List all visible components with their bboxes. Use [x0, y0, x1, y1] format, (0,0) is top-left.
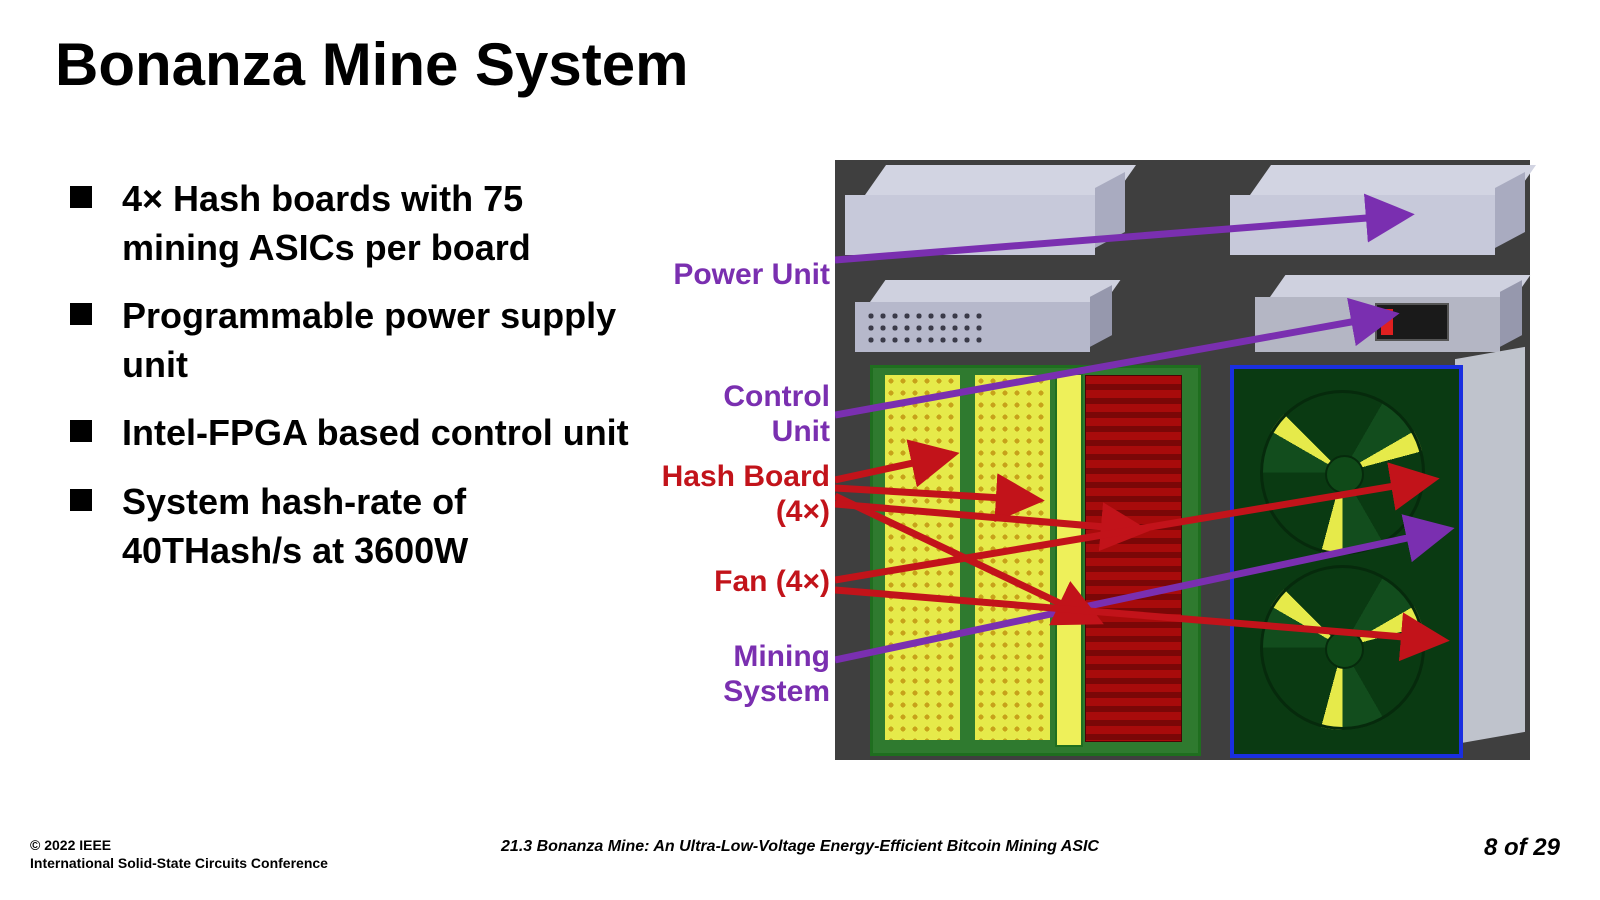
hash-board — [885, 375, 960, 740]
label-text: Fan (4×) — [714, 565, 830, 598]
label-text: Power Unit — [673, 258, 830, 291]
psu-vent-icon — [865, 310, 985, 344]
bullet-text: Programmable power supply unit — [122, 292, 630, 389]
bullet-icon — [70, 489, 92, 511]
bullet-text: System hash-rate of 40THash/s at 3600W — [122, 478, 630, 575]
control-display-icon — [1375, 303, 1449, 341]
bullet-list: 4× Hash boards with 75 mining ASICs per … — [70, 175, 630, 595]
label-text: Hash Board (4×) — [662, 460, 830, 528]
bullet-icon — [70, 303, 92, 325]
system-diagram — [835, 160, 1530, 760]
heatsink — [1085, 375, 1182, 742]
fan-hub-icon — [1325, 455, 1364, 494]
label-fan: Fan (4×) — [660, 565, 830, 600]
enclosure-side — [1455, 347, 1525, 744]
footer-page-number: 8 of 29 — [1484, 834, 1560, 862]
bullet-icon — [70, 420, 92, 442]
hash-board — [1055, 373, 1083, 747]
label-mining-system: Mining System — [660, 640, 830, 709]
hash-board — [975, 375, 1050, 740]
bullet-item: Programmable power supply unit — [70, 292, 630, 389]
bullet-item: 4× Hash boards with 75 mining ASICs per … — [70, 175, 630, 272]
psu-box-exploded-2 — [1230, 165, 1515, 265]
bullet-item: System hash-rate of 40THash/s at 3600W — [70, 478, 630, 575]
footer-text: International Solid-State Circuits Confe… — [30, 855, 328, 871]
label-power-unit: Power Unit — [660, 258, 830, 293]
label-control-unit: Control Unit — [660, 380, 830, 449]
bullet-text: Intel-FPGA based control unit — [122, 409, 629, 458]
slide-title: Bonanza Mine System — [55, 30, 689, 99]
hash-board-assembly — [870, 365, 1195, 750]
label-text: Mining System — [723, 640, 830, 708]
psu-unit — [855, 280, 1105, 360]
footer-session-title: 21.3 Bonanza Mine: An Ultra-Low-Voltage … — [0, 838, 1600, 856]
psu-box-exploded — [845, 165, 1115, 265]
bullet-icon — [70, 186, 92, 208]
label-text: Control Unit — [723, 380, 830, 448]
bullet-item: Intel-FPGA based control unit — [70, 409, 630, 458]
fan-hub-icon — [1325, 630, 1364, 669]
bullet-text: 4× Hash boards with 75 mining ASICs per … — [122, 175, 630, 272]
mining-system-enclosure — [1230, 365, 1525, 750]
slide: Bonanza Mine System 4× Hash boards with … — [0, 0, 1600, 900]
label-hash-board: Hash Board (4×) — [635, 460, 830, 529]
control-unit — [1255, 275, 1515, 360]
